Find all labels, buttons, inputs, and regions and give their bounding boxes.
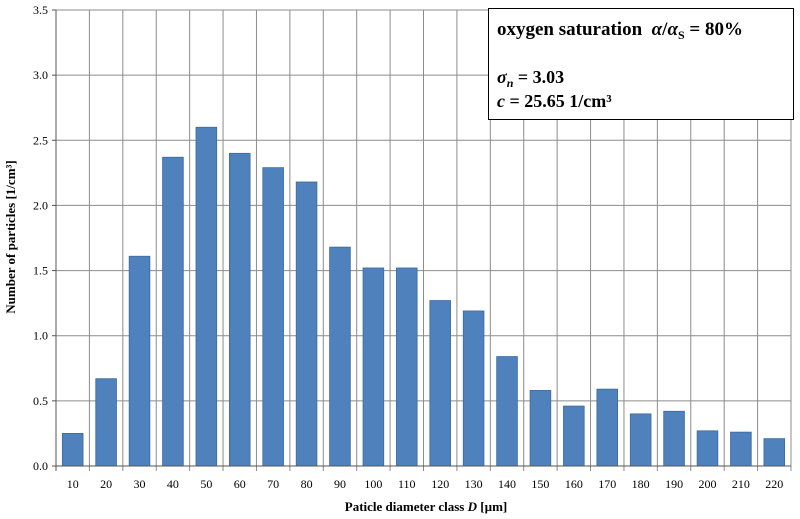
bar-170 [596, 388, 619, 467]
y-tick-label: 1.5 [33, 264, 48, 278]
x-tick-label: 170 [598, 477, 616, 491]
x-axis-label-unit: [µm] [477, 499, 507, 514]
y-tick-label: 0.5 [33, 394, 48, 408]
y-tick-label: 2.5 [33, 133, 48, 147]
x-tick-label: 10 [67, 477, 79, 491]
bar-120 [429, 300, 451, 467]
bar-180 [629, 413, 652, 467]
bar-150 [529, 390, 552, 467]
x-tick-label: 190 [665, 477, 683, 491]
bar-140 [496, 356, 518, 467]
x-tick-label: 110 [398, 477, 416, 491]
annotation-c-value: = 25.65 1/cm³ [505, 91, 612, 111]
bar-50 [195, 126, 218, 467]
y-tick-label: 0.0 [33, 459, 48, 473]
x-tick-label: 160 [565, 477, 583, 491]
x-tick-label: 140 [498, 477, 516, 491]
x-axis-label-var: D [467, 499, 478, 514]
x-tick-label: 40 [167, 477, 179, 491]
annotation-sigma-sub: n [506, 76, 514, 90]
x-tick-label: 220 [765, 477, 783, 491]
x-tick-label: 200 [698, 477, 716, 491]
bar-40 [162, 156, 184, 467]
bar-30 [128, 255, 151, 467]
bar-90 [329, 246, 351, 467]
x-tick-label: 150 [531, 477, 549, 491]
y-tick-label: 2.0 [33, 198, 48, 212]
x-tick-label: 50 [200, 477, 212, 491]
y-tick-label: 3.5 [33, 3, 48, 17]
annotation-alpha: α [651, 19, 663, 40]
annotation-sigma: σn = 3.03 [497, 67, 564, 91]
x-axis-label-prefix: Paticle diameter class [345, 499, 468, 514]
bar-70 [262, 167, 284, 467]
x-tick-labels: 10 20 30 40 50 60 70 80 90 100 110 120 130 140 150 160 1… [67, 477, 784, 491]
axes [52, 9, 791, 471]
annotation-oxygen-text: oxygen saturation [497, 19, 643, 40]
annotation-concentration: c = 25.65 1/cm³ [497, 91, 612, 112]
annotation-sigma-symbol: σ [497, 67, 507, 87]
bar-110 [396, 267, 418, 467]
annotation-saturation-value: = 80% [684, 19, 743, 40]
annotation-sigma-value: = 3.03 [513, 67, 565, 87]
bar-220 [763, 438, 786, 467]
x-tick-label: 60 [234, 477, 246, 491]
annotation-box: oxygen saturation α/αS = 80% σn = 3.03 c… [488, 8, 794, 120]
y-tick-label: 3.0 [33, 68, 48, 82]
bars [61, 126, 786, 467]
bar-60 [228, 152, 251, 467]
bar-190 [663, 410, 685, 467]
annotation-c-symbol: c [497, 91, 505, 111]
bar-80 [295, 181, 318, 467]
x-axis-label: Paticle diameter class D [µm] [345, 499, 507, 514]
x-tick-label: 130 [465, 477, 483, 491]
bar-10 [61, 433, 84, 467]
x-tick-label: 70 [267, 477, 279, 491]
x-tick-label: 30 [134, 477, 146, 491]
bar-200 [696, 430, 719, 467]
annotation-oxygen-saturation: oxygen saturation α/αS = 80% [497, 19, 743, 43]
x-tick-label: 20 [100, 477, 112, 491]
annotation-alpha-s: α [667, 19, 678, 40]
bar-210 [730, 431, 752, 467]
y-axis-label: Number of particles [1/cm³] [3, 160, 18, 313]
x-tick-label: 80 [301, 477, 313, 491]
bar-100 [362, 267, 385, 467]
y-tick-labels: 0.0 0.5 1.0 1.5 2.0 2.5 3.0 3.5 [33, 3, 48, 473]
x-tick-label: 90 [334, 477, 346, 491]
y-tick-label: 1.0 [33, 329, 48, 343]
annotation-slash: / [662, 19, 668, 40]
grid-lines [56, 9, 792, 471]
x-tick-label: 100 [364, 477, 382, 491]
bar-160 [563, 405, 585, 467]
bar-130 [462, 310, 485, 467]
x-tick-label: 120 [431, 477, 449, 491]
bar-20 [95, 378, 117, 467]
annotation-alpha-sub: S [677, 28, 685, 42]
x-tick-label: 210 [732, 477, 750, 491]
x-tick-label: 180 [632, 477, 650, 491]
